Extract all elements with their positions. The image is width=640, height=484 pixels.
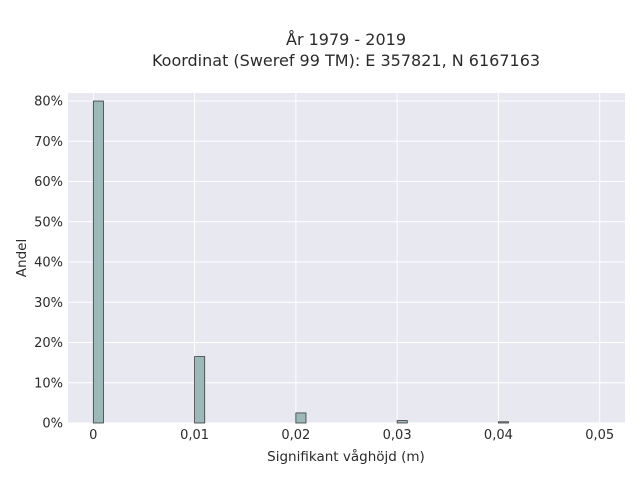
histogram-bar <box>295 412 307 424</box>
x-axis-ticks: 0 0,01 0,02 0,03 0,04 0,05 <box>89 428 614 443</box>
x-tick-label: 0,01 <box>180 428 209 443</box>
y-tick-label: 50% <box>34 215 63 230</box>
plot-area <box>68 93 625 423</box>
x-tick-label: 0,05 <box>585 428 614 443</box>
y-axis-label: Andel <box>14 239 30 277</box>
x-tick-label: 0 <box>89 428 97 443</box>
y-tick-label: 60% <box>34 175 63 190</box>
y-tick-label: 70% <box>34 135 63 150</box>
histogram-bar <box>396 420 408 424</box>
chart-title-line2: Koordinat (Sweref 99 TM): E 357821, N 61… <box>152 51 540 70</box>
x-tick-label: 0,02 <box>281 428 310 443</box>
y-axis-ticks: 0% 10% 20% 30% 40% 50% 60% 70% 80% <box>34 95 63 432</box>
bars <box>92 100 509 424</box>
histogram-bar <box>498 421 509 424</box>
y-tick-label: 0% <box>42 417 63 432</box>
x-axis-label: Signifikant våghöjd (m) <box>267 448 425 465</box>
x-tick-label: 0,03 <box>383 428 412 443</box>
chart-title-line1: År 1979 - 2019 <box>286 30 406 49</box>
y-tick-label: 30% <box>34 296 63 311</box>
histogram-bar <box>92 100 104 424</box>
y-tick-label: 40% <box>34 256 63 271</box>
histogram-bar <box>194 356 206 424</box>
y-tick-label: 80% <box>34 95 63 110</box>
grid-lines <box>68 93 625 424</box>
y-tick-label: 20% <box>34 336 63 351</box>
x-tick-label: 0,04 <box>484 428 513 443</box>
y-tick-label: 10% <box>34 376 63 391</box>
